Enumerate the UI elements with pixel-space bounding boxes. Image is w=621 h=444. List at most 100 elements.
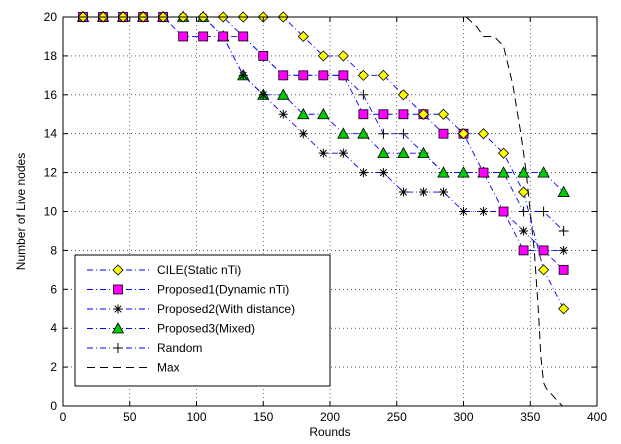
data-point [519, 226, 529, 236]
data-point [277, 88, 290, 100]
data-point [518, 206, 529, 217]
data-point [538, 245, 549, 256]
data-point [538, 206, 549, 217]
data-point [557, 185, 570, 197]
data-point [558, 225, 569, 236]
data-point [338, 70, 349, 81]
data-point [377, 146, 390, 159]
legend-marker [111, 322, 125, 334]
data-point [517, 166, 530, 178]
data-point [238, 31, 249, 42]
data-point [317, 50, 329, 62]
data-point [337, 127, 350, 139]
data-point [318, 70, 329, 81]
x-tick-label: 200 [320, 410, 340, 424]
y-tick-label: 12 [44, 166, 58, 180]
data-point [398, 128, 409, 139]
data-point [298, 129, 308, 139]
x-tick-label: 350 [520, 410, 540, 424]
data-point [459, 207, 468, 216]
data-point [358, 168, 368, 178]
data-point [457, 166, 470, 178]
x-tick-label: 250 [387, 410, 407, 424]
y-tick-label: 2 [50, 360, 57, 374]
data-point [298, 70, 309, 81]
data-point [418, 187, 428, 197]
data-point [457, 128, 470, 140]
legend-marker [113, 284, 123, 295]
data-point [398, 109, 409, 120]
data-point [559, 245, 569, 255]
data-point [178, 31, 189, 42]
data-point [358, 109, 369, 120]
data-point [198, 31, 209, 42]
data-point [378, 128, 389, 139]
y-axis-label: Number of Live nodes [14, 153, 28, 270]
data-point [537, 166, 550, 178]
y-tick-label: 6 [50, 282, 57, 296]
legend-label: Proposed2(With distance) [157, 302, 295, 316]
data-point [278, 109, 288, 119]
data-point [497, 147, 510, 159]
x-tick-label: 50 [123, 410, 137, 424]
data-point [558, 303, 570, 315]
data-point [337, 50, 349, 62]
legend: CILE(Static nTi) Proposed1(Dynamic nTi) Pr… [74, 254, 331, 387]
data-point [398, 187, 408, 197]
data-point [438, 128, 449, 139]
data-point [437, 108, 450, 120]
data-point [477, 128, 490, 140]
data-point [417, 108, 430, 120]
data-point [317, 107, 330, 120]
data-point [238, 70, 248, 80]
data-point [497, 166, 510, 178]
legend-label: Proposed1(Dynamic nTi) [157, 283, 289, 297]
data-point [258, 51, 269, 61]
data-point [558, 264, 569, 275]
legend-label: Max [157, 361, 180, 375]
data-point [358, 89, 369, 100]
axes: 0 50 100 150 200 250 300 350 400 0 2 4 6 8 10 12 14 16 18 2… [44, 10, 608, 424]
data-point [438, 187, 448, 197]
y-tick-label: 4 [50, 321, 57, 335]
data-point [378, 109, 389, 120]
data-point [518, 186, 530, 198]
legend-label: CILE(Static nTi) [157, 263, 241, 277]
data-point [378, 168, 388, 178]
legend-label: Proposed3(Mixed) [157, 322, 255, 336]
data-point [377, 69, 389, 81]
data-point [518, 245, 529, 256]
data-point [258, 90, 268, 100]
data-point [538, 264, 550, 276]
data-point [218, 31, 229, 42]
x-tick-label: 150 [253, 410, 273, 424]
legend-box [74, 254, 331, 387]
series-line [465, 16, 563, 407]
y-tick-label: 10 [44, 205, 58, 219]
y-tick-label: 18 [44, 49, 58, 63]
series-5 [465, 16, 563, 407]
data-point [397, 146, 410, 159]
data-point [417, 146, 430, 159]
x-tick-label: 100 [186, 410, 206, 424]
legend-marker [112, 264, 124, 276]
legend-label: Random [157, 341, 202, 355]
data-point [357, 69, 369, 81]
data-point [297, 107, 310, 120]
legend-marker [113, 304, 123, 314]
y-tick-label: 0 [50, 399, 57, 413]
data-point [479, 207, 489, 216]
legend-marker [113, 343, 123, 353]
y-tick-label: 16 [44, 88, 58, 102]
data-point [338, 148, 348, 158]
data-point [437, 166, 450, 178]
x-tick-label: 400 [587, 410, 607, 424]
y-tick-label: 20 [44, 10, 58, 24]
data-point [498, 206, 509, 217]
data-point [278, 70, 289, 81]
data-point [397, 89, 409, 101]
x-tick-label: 0 [60, 410, 67, 424]
data-point [478, 167, 489, 178]
y-tick-label: 8 [50, 243, 57, 257]
